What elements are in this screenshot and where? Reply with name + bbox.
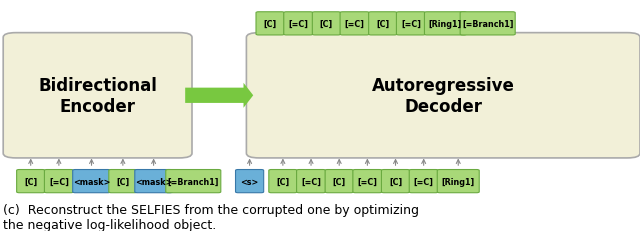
Text: [C]: [C] — [320, 20, 333, 29]
Text: [C]: [C] — [333, 177, 346, 186]
FancyBboxPatch shape — [424, 13, 467, 36]
FancyBboxPatch shape — [460, 13, 515, 36]
FancyBboxPatch shape — [353, 170, 382, 193]
FancyBboxPatch shape — [246, 33, 640, 158]
FancyBboxPatch shape — [44, 170, 74, 193]
Text: [=C]: [=C] — [301, 177, 321, 186]
Text: <s>: <s> — [241, 177, 259, 186]
Text: [C]: [C] — [389, 177, 402, 186]
FancyBboxPatch shape — [109, 170, 137, 193]
FancyBboxPatch shape — [284, 13, 313, 36]
FancyBboxPatch shape — [409, 170, 438, 193]
Text: [=Branch1]: [=Branch1] — [462, 20, 513, 29]
Text: [C]: [C] — [24, 177, 37, 186]
FancyBboxPatch shape — [296, 170, 326, 193]
Text: [=Branch1]: [=Branch1] — [168, 177, 219, 186]
Text: [Ring1]: [Ring1] — [442, 177, 475, 186]
FancyBboxPatch shape — [325, 170, 353, 193]
FancyBboxPatch shape — [236, 170, 264, 193]
FancyBboxPatch shape — [3, 33, 192, 158]
Text: [=C]: [=C] — [288, 20, 308, 29]
FancyBboxPatch shape — [135, 170, 172, 193]
Text: (c)  Reconstruct the SELFIES from the corrupted one by optimizing
the negative l: (c) Reconstruct the SELFIES from the cor… — [3, 203, 419, 231]
FancyBboxPatch shape — [396, 13, 426, 36]
Text: [=C]: [=C] — [49, 177, 69, 186]
Text: <mask>: <mask> — [135, 177, 172, 186]
Text: [=C]: [=C] — [344, 20, 365, 29]
Text: [=C]: [=C] — [401, 20, 421, 29]
FancyBboxPatch shape — [312, 13, 340, 36]
FancyBboxPatch shape — [369, 13, 397, 36]
Text: <mask>: <mask> — [73, 177, 110, 186]
Text: [C]: [C] — [116, 177, 129, 186]
FancyBboxPatch shape — [17, 170, 45, 193]
Text: [Ring1]: [Ring1] — [429, 20, 462, 29]
FancyBboxPatch shape — [381, 170, 410, 193]
FancyBboxPatch shape — [166, 170, 221, 193]
Text: [C]: [C] — [276, 177, 289, 186]
FancyBboxPatch shape — [73, 170, 110, 193]
FancyBboxPatch shape — [340, 13, 369, 36]
Text: [=C]: [=C] — [413, 177, 434, 186]
Text: [C]: [C] — [264, 20, 276, 29]
Text: [=C]: [=C] — [357, 177, 378, 186]
FancyBboxPatch shape — [437, 170, 479, 193]
FancyBboxPatch shape — [269, 170, 297, 193]
Text: Bidirectional
Encoder: Bidirectional Encoder — [38, 76, 157, 115]
Text: Autoregressive
Decoder: Autoregressive Decoder — [372, 76, 515, 115]
Text: [C]: [C] — [376, 20, 389, 29]
FancyBboxPatch shape — [256, 13, 284, 36]
